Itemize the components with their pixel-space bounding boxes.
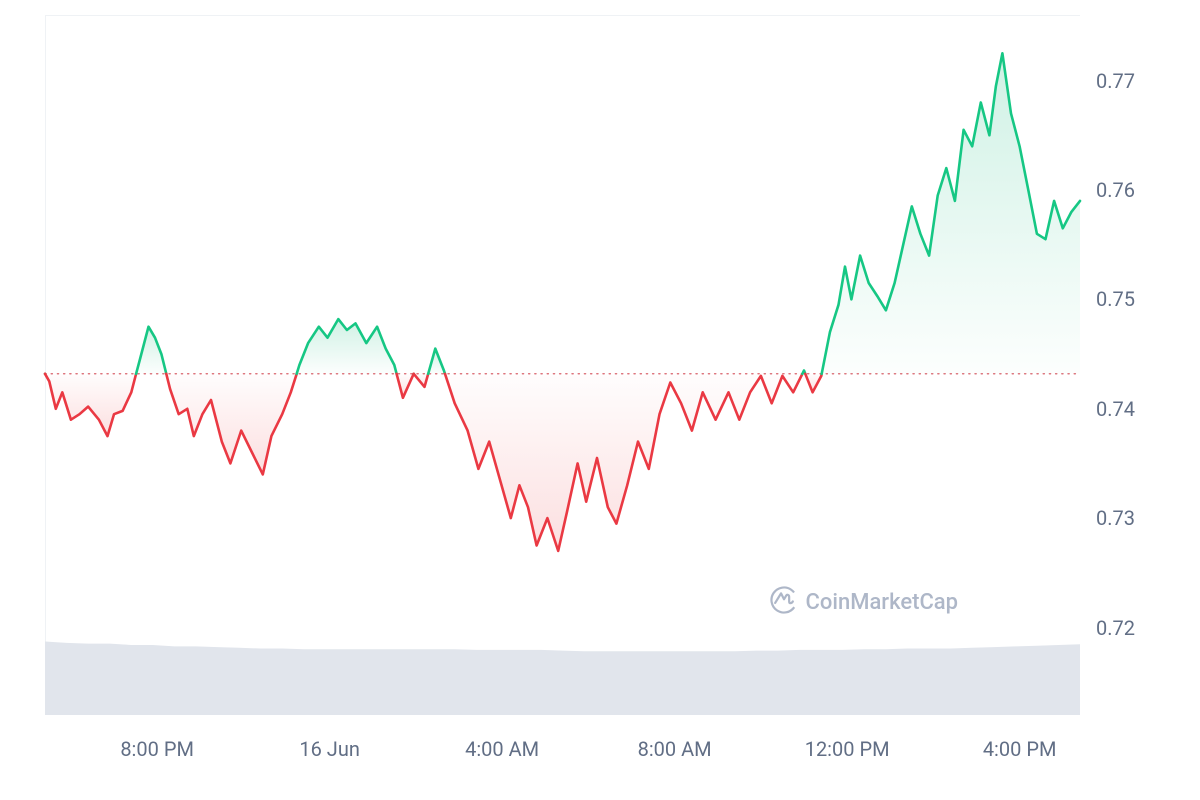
y-tick-label: 0.72	[1096, 616, 1135, 640]
price-chart: CoinMarketCap 0.72 0.73 0.74 0.75 0.76 0.77 8:…	[0, 0, 1200, 800]
x-tick-label: 16 Jun	[299, 737, 360, 761]
x-tick-label: 4:00 AM	[465, 737, 539, 761]
y-tick-label: 0.73	[1096, 506, 1135, 530]
watermark-text: CoinMarketCap	[806, 590, 959, 615]
cmc-logo-icon	[770, 586, 798, 620]
y-tick-label: 0.77	[1096, 69, 1135, 93]
coinmarketcap-watermark: CoinMarketCap	[770, 586, 959, 620]
x-tick-label: 4:00 PM	[983, 737, 1057, 761]
chart-svg	[0, 0, 1200, 800]
y-tick-label: 0.75	[1096, 287, 1135, 311]
x-tick-label: 12:00 PM	[805, 737, 890, 761]
x-tick-label: 8:00 PM	[120, 737, 194, 761]
y-tick-label: 0.74	[1096, 397, 1135, 421]
x-tick-label: 8:00 AM	[638, 737, 712, 761]
y-tick-label: 0.76	[1096, 178, 1135, 202]
